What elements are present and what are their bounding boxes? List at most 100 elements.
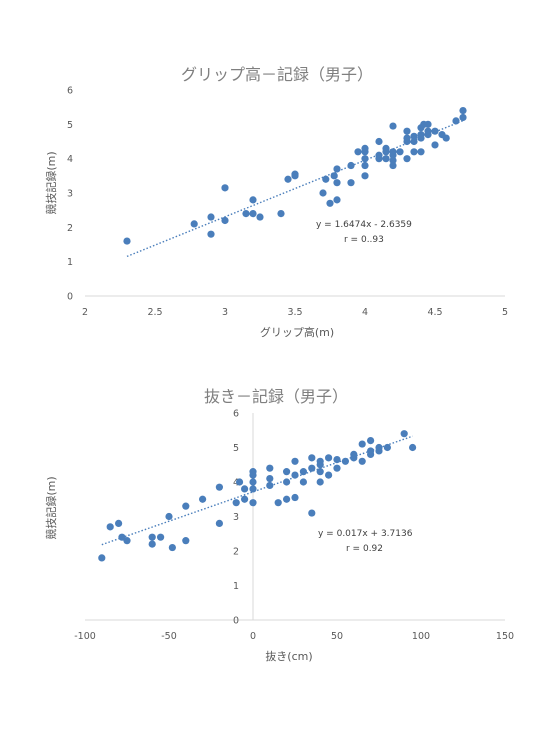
- c1-data-point: [221, 184, 229, 192]
- c2-y-tick-label: 2: [233, 547, 239, 558]
- c2-data-point: [299, 468, 307, 476]
- c2-data-point: [291, 457, 299, 465]
- c2-data-point: [283, 468, 291, 476]
- c1-y-tick-label: 3: [67, 189, 73, 200]
- c2-y-tick-label: 3: [233, 512, 239, 523]
- c1-data-point: [347, 161, 355, 170]
- c2-data-point: [106, 523, 114, 531]
- chart1-equation: y = 1.6474x - 2.6359: [316, 220, 412, 230]
- c2-data-point: [350, 450, 358, 458]
- c2-data-point: [241, 485, 249, 493]
- c2-data-point: [165, 512, 173, 521]
- c1-data-point: [389, 156, 397, 164]
- c2-x-tick-label: 100: [412, 631, 430, 642]
- c1-data-point: [403, 155, 411, 163]
- c2-data-point: [341, 457, 349, 465]
- c1-data-point: [242, 210, 250, 218]
- c2-data-point: [168, 543, 176, 552]
- c1-data-point: [256, 213, 264, 221]
- c1-x-tick-label: 3: [222, 307, 228, 318]
- c2-data-point: [98, 554, 106, 562]
- c2-data-point: [358, 440, 366, 448]
- c2-data-point: [123, 537, 131, 545]
- c2-data-point: [308, 464, 316, 472]
- c1-data-point: [333, 179, 341, 187]
- c2-data-point: [118, 533, 126, 541]
- c1-data-point: [207, 230, 215, 238]
- c2-y-tick-label: 5: [233, 443, 239, 454]
- c1-data-point: [382, 144, 390, 152]
- chart2-x-ticks: -100 -50 0 50 100 150: [74, 631, 514, 642]
- chart2-ylabel: 競技記録(m): [44, 476, 58, 539]
- c1-data-point: [410, 132, 418, 140]
- c2-data-point: [148, 533, 156, 541]
- c1-data-point: [361, 155, 369, 163]
- c1-x-tick-label: 4.5: [427, 307, 442, 318]
- c1-data-point: [319, 189, 327, 197]
- c1-data-point: [459, 107, 467, 115]
- c1-data-point: [403, 134, 411, 142]
- c2-data-point: [400, 430, 408, 438]
- c2-data-point: [308, 454, 316, 462]
- c2-data-point: [274, 499, 282, 507]
- c1-y-tick-label: 1: [67, 257, 73, 268]
- c1-x-tick-label: 2: [82, 307, 88, 318]
- c2-y-tick-label: 6: [233, 409, 239, 420]
- c1-data-point: [431, 127, 439, 135]
- chart1-r-value: r = 0..93: [344, 235, 384, 245]
- c2-data-point: [283, 495, 291, 503]
- c2-x-tick-label: -100: [74, 631, 96, 642]
- c1-data-point: [375, 137, 383, 146]
- chart2-xlabel: 抜き(cm): [265, 649, 312, 663]
- c1-data-point: [123, 237, 131, 245]
- c1-data-point: [417, 148, 425, 156]
- c2-data-point: [249, 468, 257, 476]
- chart2-trendline: [101, 435, 413, 546]
- c2-y-tick-label: 0: [233, 616, 239, 627]
- c1-data-point: [284, 175, 292, 183]
- chart1-title: グリップ高－記録（男子）: [181, 65, 373, 84]
- c1-data-point: [389, 122, 397, 130]
- c1-x-tick-label: 5: [502, 307, 508, 318]
- c2-data-point: [232, 499, 240, 507]
- c1-data-point: [389, 148, 397, 156]
- c1-data-point: [417, 131, 425, 139]
- c2-data-point: [215, 483, 223, 491]
- c2-data-point: [249, 478, 257, 486]
- c2-data-point: [367, 437, 375, 445]
- c2-data-point: [115, 519, 123, 528]
- c1-data-point: [375, 151, 383, 159]
- chart2-y-ticks: 0 1 2 3 4 5 6: [233, 409, 239, 627]
- c2-data-point: [299, 478, 307, 486]
- c2-y-tick-label: 1: [233, 581, 239, 592]
- c2-data-point: [316, 468, 324, 476]
- c2-data-point: [215, 519, 223, 528]
- c2-data-point: [358, 457, 366, 465]
- c2-data-point: [266, 474, 274, 483]
- c1-y-tick-label: 0: [67, 292, 73, 303]
- c1-x-tick-label: 4: [362, 307, 368, 318]
- c1-data-point: [347, 179, 355, 187]
- c2-data-point: [325, 454, 333, 462]
- c1-data-point: [326, 199, 334, 207]
- c1-data-point: [207, 213, 215, 221]
- c2-data-point: [316, 478, 324, 486]
- c1-data-point: [396, 148, 404, 156]
- c1-data-point: [221, 216, 229, 225]
- c1-data-point: [333, 165, 341, 173]
- c2-data-point: [249, 485, 257, 493]
- c2-data-point: [199, 495, 207, 503]
- c1-x-tick-label: 3.5: [287, 307, 302, 318]
- c1-data-point: [333, 196, 341, 204]
- c1-data-point: [410, 137, 418, 146]
- chart2-title: 抜き－記録（男子）: [204, 387, 348, 406]
- c1-data-point: [424, 131, 432, 139]
- c1-data-point: [277, 210, 285, 218]
- c2-y-tick-label: 4: [233, 478, 239, 489]
- chart1-points: [123, 107, 467, 245]
- c2-data-point: [383, 443, 391, 452]
- c1-data-point: [249, 210, 257, 218]
- c1-data-point: [361, 172, 369, 180]
